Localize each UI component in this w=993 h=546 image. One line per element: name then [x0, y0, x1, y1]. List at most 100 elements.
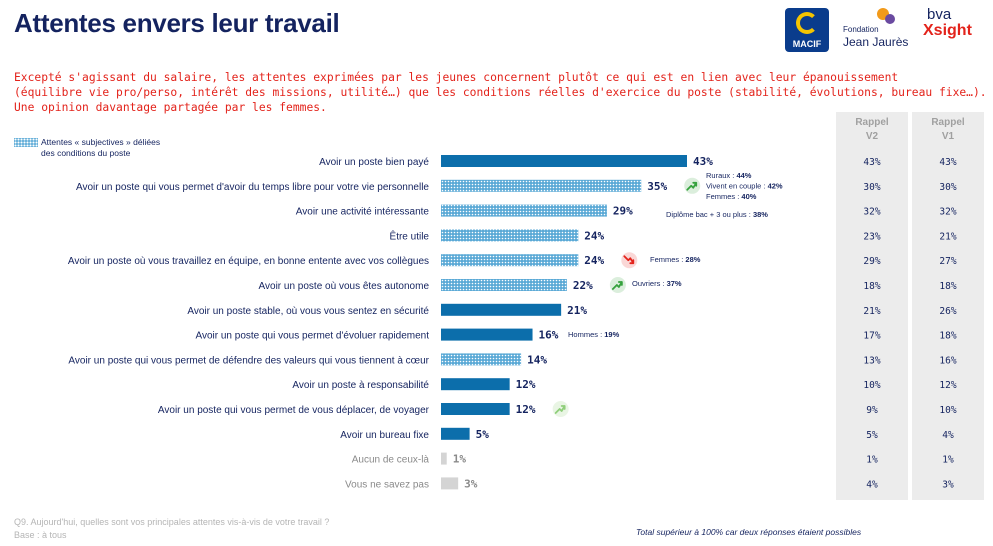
subgroup-annotation: Hommes : 19% — [568, 330, 620, 339]
jean-jaures-logo-fondation: Fondation — [843, 25, 879, 34]
intro-text: Excepté s'agissant du salaire, les atten… — [14, 70, 987, 115]
value-label: 35% — [647, 180, 667, 193]
rappel-v1-value: 18% — [939, 281, 956, 292]
macif-mark-icon — [796, 12, 818, 34]
category-label: Avoir un poste où vous travaillez en équ… — [68, 256, 429, 267]
rappel-v2-value: 23% — [863, 231, 880, 242]
rappel-v1-value: 12% — [939, 380, 956, 391]
subgroup-annotation: Femmes : 28% — [650, 255, 701, 264]
bar — [441, 477, 459, 490]
intro-line: (équilibre vie pro/perso, intérêt des mi… — [14, 86, 987, 99]
rappel-v1-value: 18% — [939, 331, 956, 342]
macif-logo: MACIF — [785, 8, 829, 52]
value-label: 21% — [567, 304, 587, 317]
bar — [441, 204, 607, 217]
intro-line: Excepté s'agissant du salaire, les atten… — [14, 71, 899, 84]
bva-logo-text: bva — [927, 6, 952, 23]
rappel-v1-value: 43% — [939, 157, 956, 168]
value-label: 12% — [516, 378, 536, 391]
trend-down-arrow — [623, 255, 635, 265]
category-label: Vous ne savez pas — [345, 479, 429, 490]
rappel-v1-value: 26% — [939, 306, 956, 317]
bar — [441, 427, 470, 440]
jean-jaures-logo: Fondation Jean Jaurès — [841, 8, 913, 52]
value-label: 5% — [476, 428, 490, 441]
rappel-v2-column — [836, 112, 908, 500]
rappel-v1-value: 21% — [939, 231, 956, 242]
value-label: 14% — [527, 353, 547, 366]
subgroup-annotation: Vivent en couple : 42% — [706, 182, 783, 191]
category-label: Aucun de ceux-là — [352, 455, 430, 466]
category-label: Avoir une activité intéressante — [296, 207, 430, 218]
xsight-logo-text: Xsight — [923, 22, 972, 39]
rappel-v2-value: 4% — [866, 479, 878, 490]
rappel-v2-value: 32% — [863, 207, 880, 218]
value-label: 24% — [584, 229, 604, 242]
jean-jaures-logo-name: Jean Jaurès — [843, 35, 909, 49]
rappel-v2-value: 21% — [863, 306, 880, 317]
legend-label: Attentes « subjectives » déliées des con… — [41, 137, 161, 158]
page-title: Attentes envers leur travail — [14, 8, 340, 38]
category-label: Avoir un poste qui vous permet d'évoluer… — [195, 331, 429, 342]
bar — [441, 353, 522, 366]
trend-up-arrow — [554, 405, 566, 414]
subgroup-annotation: Femmes : 40% — [706, 192, 757, 201]
bar — [441, 155, 687, 167]
rappel-v1-value: 3% — [942, 479, 954, 490]
question-text: Q9. Aujourd'hui, quelles sont vos princi… — [14, 517, 330, 527]
rappel-v2-value: 10% — [863, 380, 880, 391]
bar — [441, 303, 562, 316]
rappel-v2-value: 1% — [866, 455, 878, 466]
rappel-v1-value: 30% — [939, 182, 956, 193]
category-label: Être utile — [390, 229, 430, 242]
value-label: 12% — [516, 403, 536, 416]
value-label: 29% — [613, 205, 633, 218]
rappel-v2-value: 9% — [866, 405, 878, 416]
rappel-v1-value: 10% — [939, 405, 956, 416]
footnote: Total supérieur à 100% car deux réponses… — [636, 527, 862, 537]
rappel-v1-column — [912, 112, 984, 500]
rappel-v1-value: 16% — [939, 355, 956, 366]
value-label: 3% — [464, 477, 478, 490]
legend-pattern-swatch — [14, 138, 38, 147]
bar — [441, 229, 579, 242]
rappel-v2-header: Rappel V2 — [855, 117, 889, 142]
rappel-v2-value: 29% — [863, 256, 880, 267]
partner-logos: MACIF Fondation Jean Jaurès bva Xsight — [785, 6, 985, 54]
subgroup-annotation: Ruraux : 44% — [706, 171, 752, 180]
trend-up-arrow — [686, 181, 698, 191]
rappel-v2-value: 18% — [863, 281, 880, 292]
rappel-v1-value: 1% — [942, 455, 954, 466]
bar — [441, 279, 567, 291]
bar — [441, 403, 510, 415]
rappel-v1-value: 4% — [942, 430, 954, 441]
base-text: Base : à tous — [14, 530, 67, 540]
category-label: Avoir un poste qui vous permet de défend… — [68, 355, 429, 366]
bar — [441, 328, 533, 341]
bar — [441, 378, 510, 391]
category-label: Avoir un poste qui vous permet de vous d… — [158, 405, 430, 416]
bar — [441, 452, 447, 465]
category-label: Avoir un poste stable, où vous vous sent… — [187, 306, 429, 317]
rappel-v2-value: 30% — [863, 182, 880, 193]
rappel-v2-value: 17% — [863, 331, 880, 342]
value-label: 22% — [573, 279, 593, 292]
rappel-v1-header: Rappel V1 — [931, 117, 965, 142]
value-label: 16% — [539, 329, 559, 342]
category-label: Avoir un poste à responsabilité — [292, 380, 429, 391]
category-label: Avoir un poste bien payé — [319, 157, 429, 168]
category-label: Avoir un poste qui vous permet d'avoir d… — [76, 182, 429, 193]
bar — [441, 254, 579, 267]
intro-line: Une opinion davantage partagée par les f… — [14, 101, 327, 114]
category-label: Avoir un poste où vous êtes autonome — [259, 281, 430, 292]
bva-xsight-logo: bva Xsight — [923, 6, 983, 52]
trend-up-arrow — [611, 281, 623, 290]
value-label: 43% — [693, 155, 713, 168]
category-label: Avoir un bureau fixe — [340, 430, 429, 441]
bar — [441, 179, 642, 192]
value-label: 24% — [584, 254, 604, 267]
rappel-v2-value: 5% — [866, 430, 878, 441]
rappel-v1-value: 32% — [939, 207, 956, 218]
value-label: 1% — [453, 453, 467, 466]
